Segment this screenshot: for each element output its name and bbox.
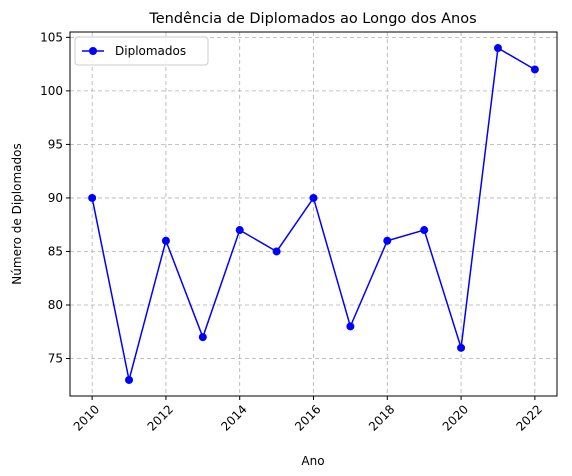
x-tick-label-2010: 2010 bbox=[71, 402, 102, 433]
legend-marker-swatch bbox=[89, 47, 97, 55]
x-axis: 2010 2012 2014 2016 2018 2020 2022 bbox=[71, 396, 545, 434]
y-axis-label: Número de Diplomados bbox=[10, 143, 24, 284]
x-tick-label-2012: 2012 bbox=[145, 402, 176, 433]
y-axis: 75 80 85 90 95 100 105 bbox=[40, 30, 70, 366]
data-point-2010 bbox=[88, 193, 97, 202]
data-point-2011 bbox=[125, 375, 134, 384]
data-point-2012 bbox=[161, 236, 170, 245]
series-layer bbox=[88, 44, 539, 384]
legend-label: Diplomados bbox=[115, 44, 186, 58]
y-tick-label-95: 95 bbox=[48, 137, 63, 151]
data-point-2020 bbox=[457, 343, 466, 352]
legend: Diplomados bbox=[74, 36, 209, 66]
data-point-2014 bbox=[235, 226, 244, 235]
data-point-2017 bbox=[346, 322, 355, 331]
data-point-2015 bbox=[272, 247, 281, 256]
data-point-2019 bbox=[420, 226, 429, 235]
x-tick-label-2022: 2022 bbox=[513, 402, 544, 433]
data-point-2016 bbox=[309, 193, 318, 202]
y-tick-label-80: 80 bbox=[48, 298, 63, 312]
data-point-2018 bbox=[383, 236, 392, 245]
legend-box bbox=[74, 36, 209, 66]
y-tick-label-75: 75 bbox=[48, 352, 63, 366]
x-tick-label-2018: 2018 bbox=[366, 402, 397, 433]
y-tick-label-90: 90 bbox=[48, 191, 63, 205]
grid bbox=[70, 32, 557, 396]
y-tick-label-105: 105 bbox=[40, 30, 63, 44]
x-tick-label-2014: 2014 bbox=[218, 402, 249, 433]
chart-title: Tendência de Diplomados ao Longo dos Ano… bbox=[148, 11, 476, 27]
data-point-2022 bbox=[530, 65, 539, 74]
x-axis-label: Ano bbox=[301, 454, 324, 468]
data-point-2021 bbox=[493, 44, 502, 53]
x-tick-label-2016: 2016 bbox=[292, 402, 323, 433]
y-tick-label-85: 85 bbox=[48, 244, 63, 258]
y-tick-label-100: 100 bbox=[40, 84, 63, 98]
data-point-2013 bbox=[198, 333, 207, 342]
x-tick-label-2020: 2020 bbox=[440, 402, 471, 433]
